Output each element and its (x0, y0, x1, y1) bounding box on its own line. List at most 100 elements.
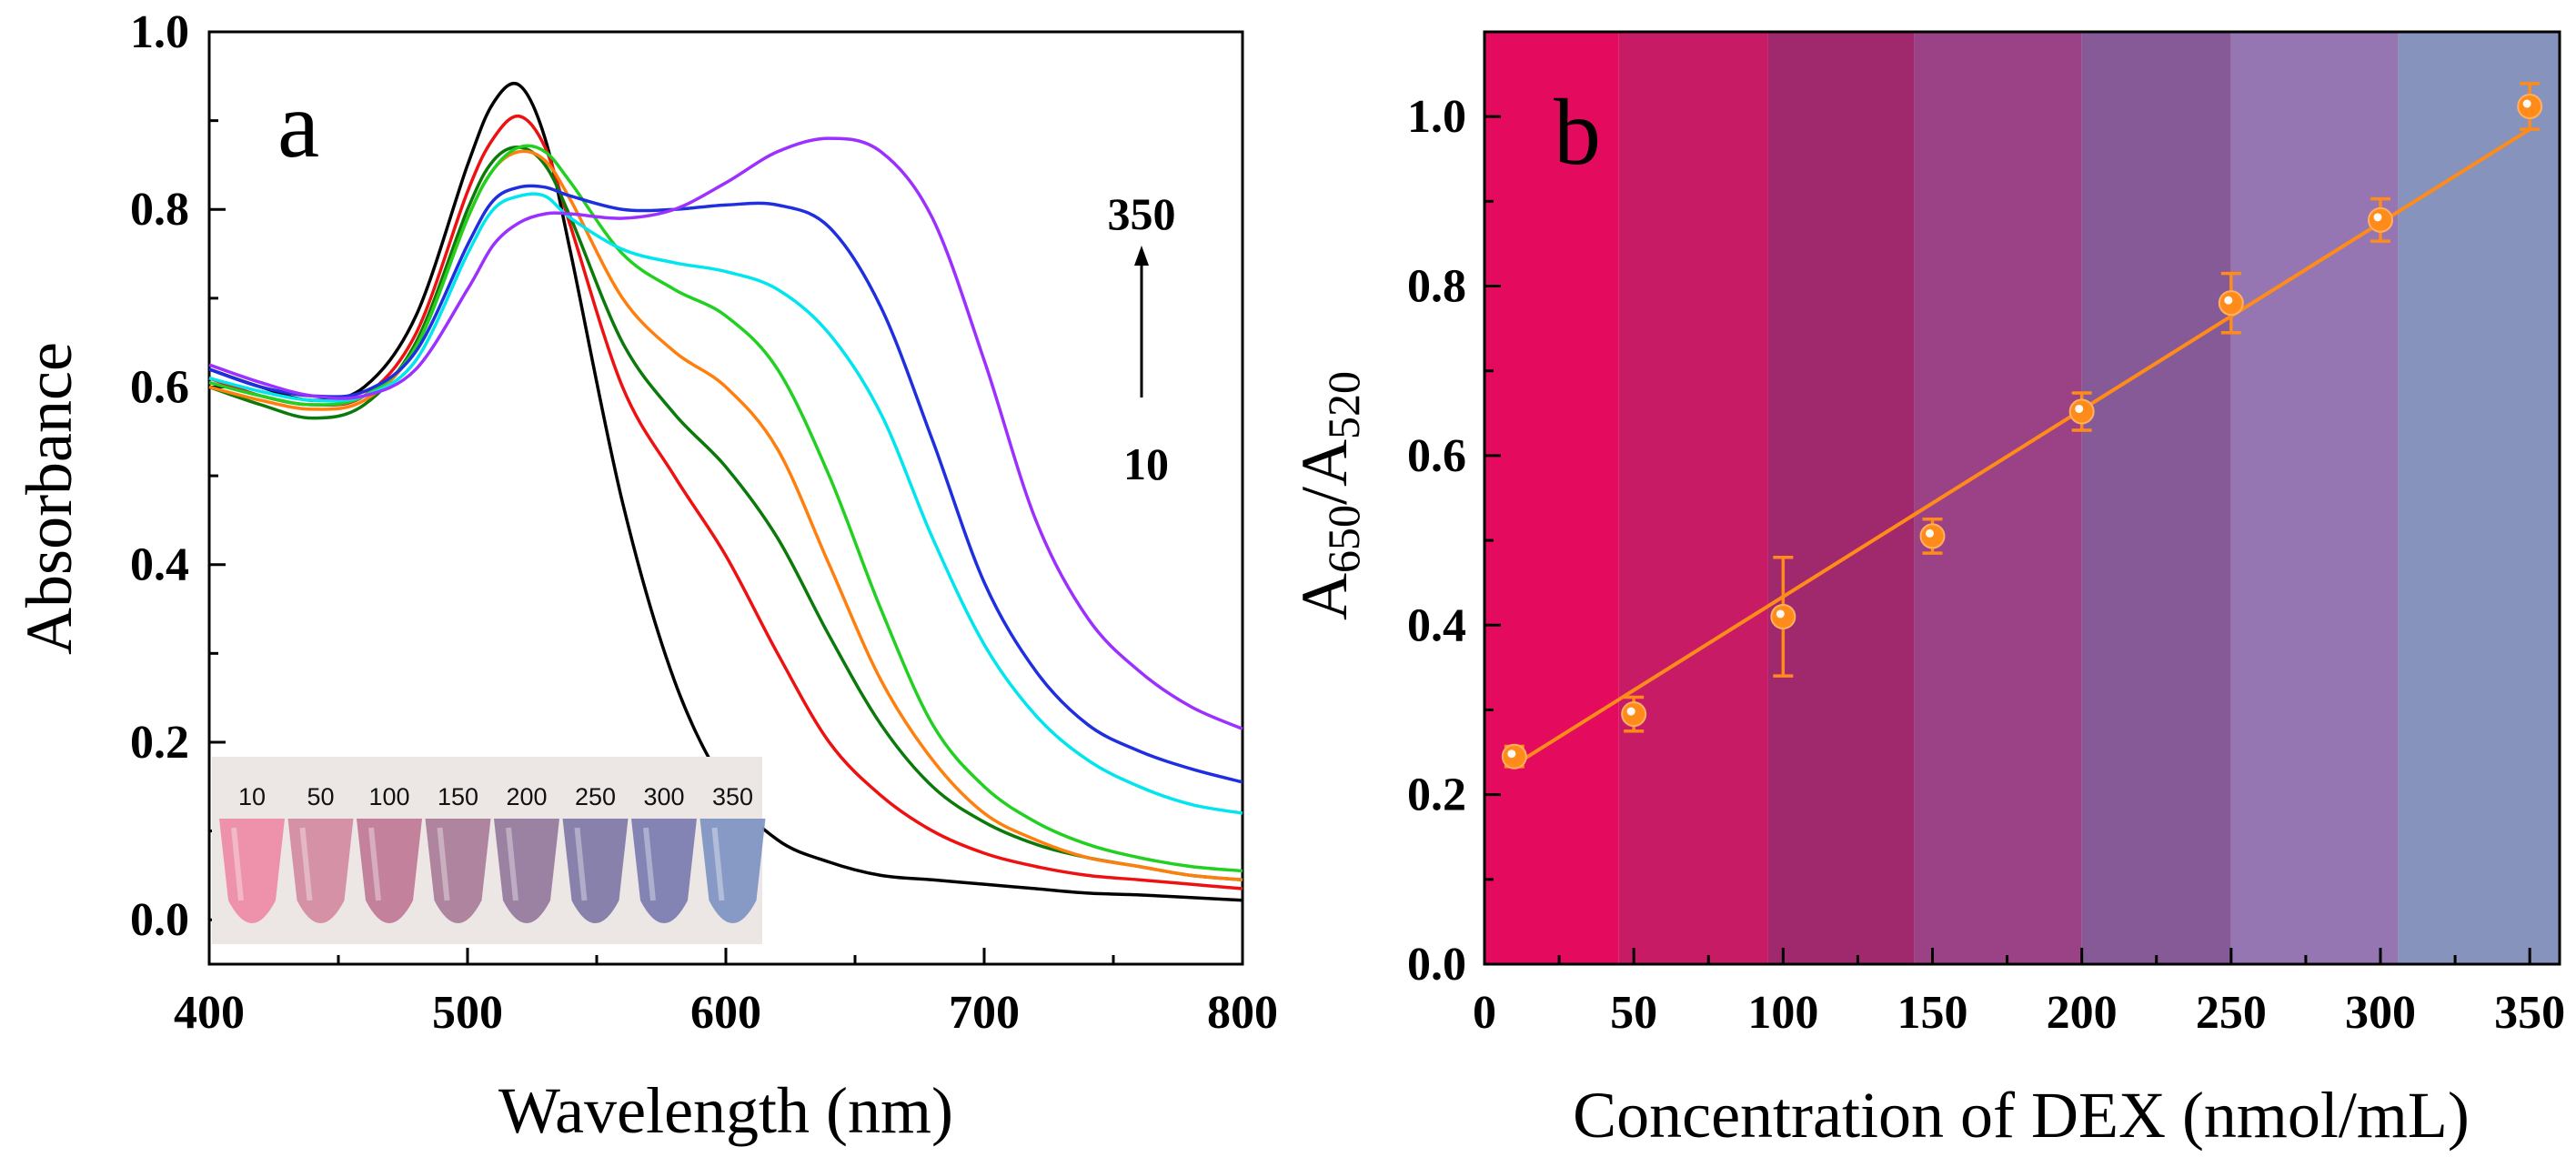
panel-b-xlabel: Concentration of DEX (nmol/mL) (1573, 1079, 2470, 1152)
data-point-200 (2068, 391, 2095, 432)
panel-b-color-bands (1484, 32, 2560, 964)
marker-highlight (2075, 404, 2084, 413)
y-tick-label: 1.0 (130, 6, 189, 58)
tube-50 (287, 819, 354, 923)
tube-label-300: 300 (643, 783, 684, 810)
x-tick-label: 250 (2196, 987, 2267, 1039)
panel-b-frame (1483, 30, 2561, 966)
panel-b-ticks (1483, 30, 2531, 966)
y-tick-label: 0.0 (1407, 939, 1466, 991)
tube-300 (631, 819, 697, 923)
spectrum-line-200 (208, 144, 1243, 873)
x-tick-label: 350 (2494, 987, 2565, 1039)
tube-150 (425, 819, 491, 923)
spectrum-line-300 (208, 184, 1243, 784)
x-tick-label: 300 (2345, 987, 2416, 1039)
panel-b-ylabel: A650/A520 (1288, 371, 1369, 620)
marker-highlight (1776, 609, 1785, 619)
tube-photo-inset: 10 50 100 150 200 250 300 350 (212, 757, 766, 944)
panel-a-tick-labels: 400 500 600 700 800 0.0 0.2 0.4 0.6 0.8 1.0 (130, 6, 1278, 1039)
y-tick-label: 1.0 (1407, 91, 1466, 143)
tube-highlight (643, 827, 656, 901)
tube-label-50: 50 (307, 783, 334, 810)
concentration-arrow: 350 10 (1108, 188, 1176, 489)
spectrum-line-350 (208, 136, 1243, 730)
x-tick-label: 200 (2047, 987, 2118, 1039)
color-band-0 (1484, 32, 1619, 964)
tube-250 (562, 819, 629, 923)
tube-highlight (574, 827, 588, 901)
panel-a-spectra (208, 82, 1243, 902)
arrow-head (1134, 246, 1149, 266)
data-point-10 (1501, 743, 1527, 770)
y-tick-label: 0.4 (1407, 599, 1466, 651)
tube-label-150: 150 (438, 783, 478, 810)
color-band-2 (1767, 32, 1915, 964)
marker-highlight (1626, 707, 1635, 716)
marker-highlight (2224, 296, 2233, 305)
tube-label-100: 100 (368, 783, 409, 810)
color-band-4 (2081, 32, 2231, 964)
panel-a-ylabel: Absorbance (13, 342, 86, 655)
color-band-5 (2230, 32, 2399, 964)
y-tick-label: 0.8 (1407, 261, 1466, 313)
marker-highlight (1507, 749, 1516, 759)
color-band-6 (2398, 32, 2560, 964)
color-band-1 (1618, 32, 1768, 964)
x-tick-label: 800 (1207, 987, 1278, 1039)
tube-350 (699, 819, 766, 923)
tube-200 (494, 819, 559, 923)
tube-10 (219, 819, 285, 923)
arrow-bottom-label: 10 (1123, 438, 1169, 489)
tube-highlight (231, 827, 244, 901)
panel-b-chart: 0 50 100 150 200 250 300 3500.00.20.40.60.81.0 … (1288, 30, 2565, 1152)
x-tick-label: 0 (1473, 987, 1496, 1039)
marker-highlight (2373, 213, 2382, 222)
panel-b-data-points (1501, 82, 2543, 770)
spectrum-line-10 (208, 82, 1243, 902)
x-tick-label: 150 (1897, 987, 1968, 1039)
spectrum-line-50 (208, 114, 1243, 890)
x-tick-label: 500 (432, 987, 503, 1039)
tube-highlight (299, 827, 313, 901)
marker-highlight (1926, 528, 1934, 538)
x-tick-label: 100 (1747, 987, 1818, 1039)
data-point-150 (1919, 518, 1946, 555)
data-point-350 (2517, 82, 2543, 131)
linear-fit-line (1513, 127, 2531, 767)
spectrum-line-100 (208, 146, 1243, 882)
spectrum-line-250 (208, 192, 1243, 815)
tube-label-10: 10 (238, 783, 266, 810)
panel-b-fit-line (1513, 127, 2531, 767)
tube-label-350: 350 (712, 783, 753, 810)
tube-label-200: 200 (506, 783, 547, 810)
arrow-top-label: 350 (1108, 188, 1176, 239)
y-tick-label: 0.4 (130, 539, 189, 591)
panel-a-xlabel: Wavelength (nm) (498, 1074, 953, 1147)
tube-label-250: 250 (575, 783, 616, 810)
y-tick-label: 0.8 (130, 184, 189, 236)
data-point-50 (1621, 695, 1647, 733)
data-point-300 (2368, 196, 2393, 243)
x-tick-label: 50 (1610, 987, 1657, 1039)
data-point-250 (2218, 271, 2244, 335)
tube-100 (357, 819, 422, 923)
y-tick-label: 0.0 (130, 894, 189, 946)
y-tick-label: 0.6 (130, 361, 189, 413)
marker-highlight (2522, 99, 2531, 108)
x-tick-label: 600 (690, 987, 761, 1039)
panel-b-letter: b (1554, 80, 1601, 185)
tube-highlight (368, 827, 381, 901)
data-point-100 (1770, 555, 1796, 678)
panel-b-tick-labels: 0 50 100 150 200 250 300 350 0.0 0.2 0.4 0.6 0.8 1.0 (1407, 91, 2565, 1039)
y-tick-label: 0.6 (1407, 430, 1466, 482)
y-tick-label: 0.2 (130, 717, 189, 769)
tube-highlight (437, 827, 450, 901)
y-tick-label: 0.2 (1407, 770, 1466, 821)
x-tick-label: 400 (174, 987, 245, 1039)
x-tick-label: 700 (949, 987, 1020, 1039)
tube-highlight (506, 827, 518, 901)
tube-highlight (711, 827, 725, 901)
